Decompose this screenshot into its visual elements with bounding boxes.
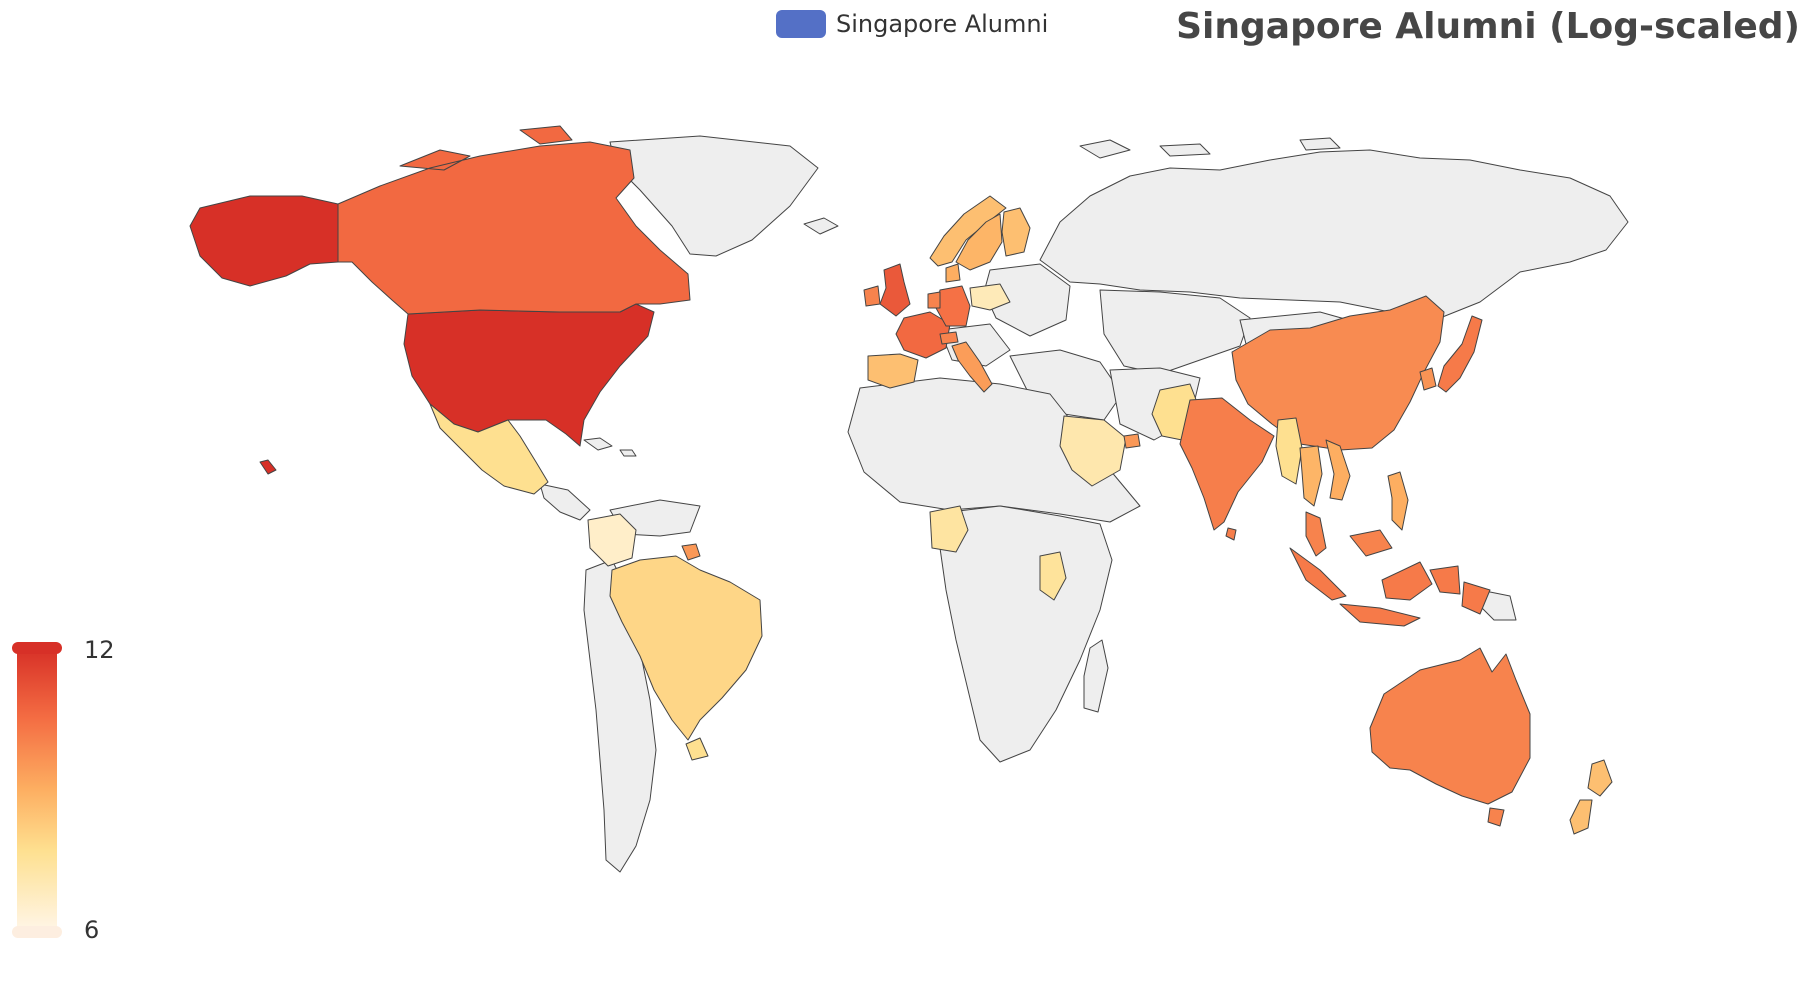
- country-central-america[interactable]: Central America: [539, 483, 591, 521]
- country-south-korea[interactable]: South Korea: [1419, 367, 1437, 391]
- country-sweden[interactable]: Sweden: [955, 213, 1003, 271]
- legend-swatch: [776, 10, 826, 38]
- country-norway[interactable]: Norway: [929, 195, 1007, 267]
- legend-item[interactable]: Singapore Alumni: [776, 10, 1048, 38]
- country-myanmar[interactable]: Myanmar: [1275, 417, 1303, 485]
- country-france[interactable]: France: [895, 311, 951, 359]
- country-russia[interactable]: Russia: [1039, 149, 1629, 319]
- country-saudi-arabia[interactable]: Saudi Arabia: [1059, 415, 1127, 487]
- chart-title: Singapore Alumni (Log-scaled): [1176, 6, 1800, 47]
- country-africa-central-south[interactable]: Africa Central & South: [939, 505, 1113, 763]
- country-arctic-islands[interactable]: Arctic Islands: [1079, 137, 1341, 159]
- country-kazakhstan-central-asia[interactable]: Kazakhstan & Central Asia: [1099, 289, 1251, 375]
- country-uruguay[interactable]: Uruguay: [685, 737, 709, 761]
- country-indonesia[interactable]: Indonesia: [1289, 547, 1491, 627]
- country-vietnam[interactable]: Vietnam: [1325, 439, 1351, 501]
- visual-map[interactable]: [12, 642, 62, 938]
- country-africa-north[interactable]: Africa North: [847, 377, 1141, 523]
- country-switzerland[interactable]: Switzerland: [939, 331, 959, 345]
- visual-map-max-label: 12: [84, 636, 115, 664]
- country-new-zealand[interactable]: New Zealand: [1569, 759, 1613, 835]
- country-philippines[interactable]: Philippines: [1387, 471, 1409, 531]
- country-china[interactable]: China: [1231, 295, 1445, 451]
- country-japan[interactable]: Japan: [1437, 315, 1483, 393]
- country-spain[interactable]: Spain: [867, 353, 919, 389]
- country-mexico[interactable]: Mexico: [429, 403, 549, 495]
- country-canada[interactable]: Canada: [337, 125, 691, 315]
- country-united-arab-emirates[interactable]: United Arab Emirates: [1123, 433, 1141, 449]
- country-iceland[interactable]: Iceland: [803, 217, 839, 235]
- country-caribbean[interactable]: Caribbean: [583, 437, 637, 457]
- country-madagascar[interactable]: Madagascar: [1083, 639, 1109, 713]
- country-india[interactable]: India: [1179, 397, 1275, 541]
- country-colombia[interactable]: Colombia: [587, 513, 637, 567]
- country-finland[interactable]: Finland: [1001, 207, 1031, 257]
- country-malaysia[interactable]: Malaysia: [1305, 511, 1393, 557]
- country-ireland[interactable]: Ireland: [863, 285, 881, 307]
- country-greenland[interactable]: Greenland: [609, 135, 819, 257]
- country-denmark[interactable]: Denmark: [945, 263, 961, 283]
- country-netherlands[interactable]: Netherlands: [927, 291, 941, 309]
- country-kenya[interactable]: Kenya: [1039, 551, 1067, 601]
- visual-map-min-label: 6: [84, 916, 100, 944]
- visual-map-max-handle[interactable]: [12, 642, 62, 654]
- country-nigeria[interactable]: Nigeria: [929, 505, 969, 553]
- visual-map-gradient: [17, 648, 57, 930]
- country-suriname[interactable]: Suriname: [681, 543, 701, 561]
- country-brazil[interactable]: Brazil: [609, 555, 763, 741]
- legend-label: Singapore Alumni: [836, 10, 1049, 38]
- country-thailand[interactable]: Thailand: [1299, 445, 1323, 507]
- country-poland[interactable]: Poland: [969, 283, 1011, 311]
- visual-map-min-handle[interactable]: [12, 926, 62, 938]
- country-australia[interactable]: Australia: [1369, 647, 1531, 827]
- country-italy[interactable]: Italy: [951, 341, 993, 393]
- country-united-kingdom[interactable]: United Kingdom: [879, 263, 911, 317]
